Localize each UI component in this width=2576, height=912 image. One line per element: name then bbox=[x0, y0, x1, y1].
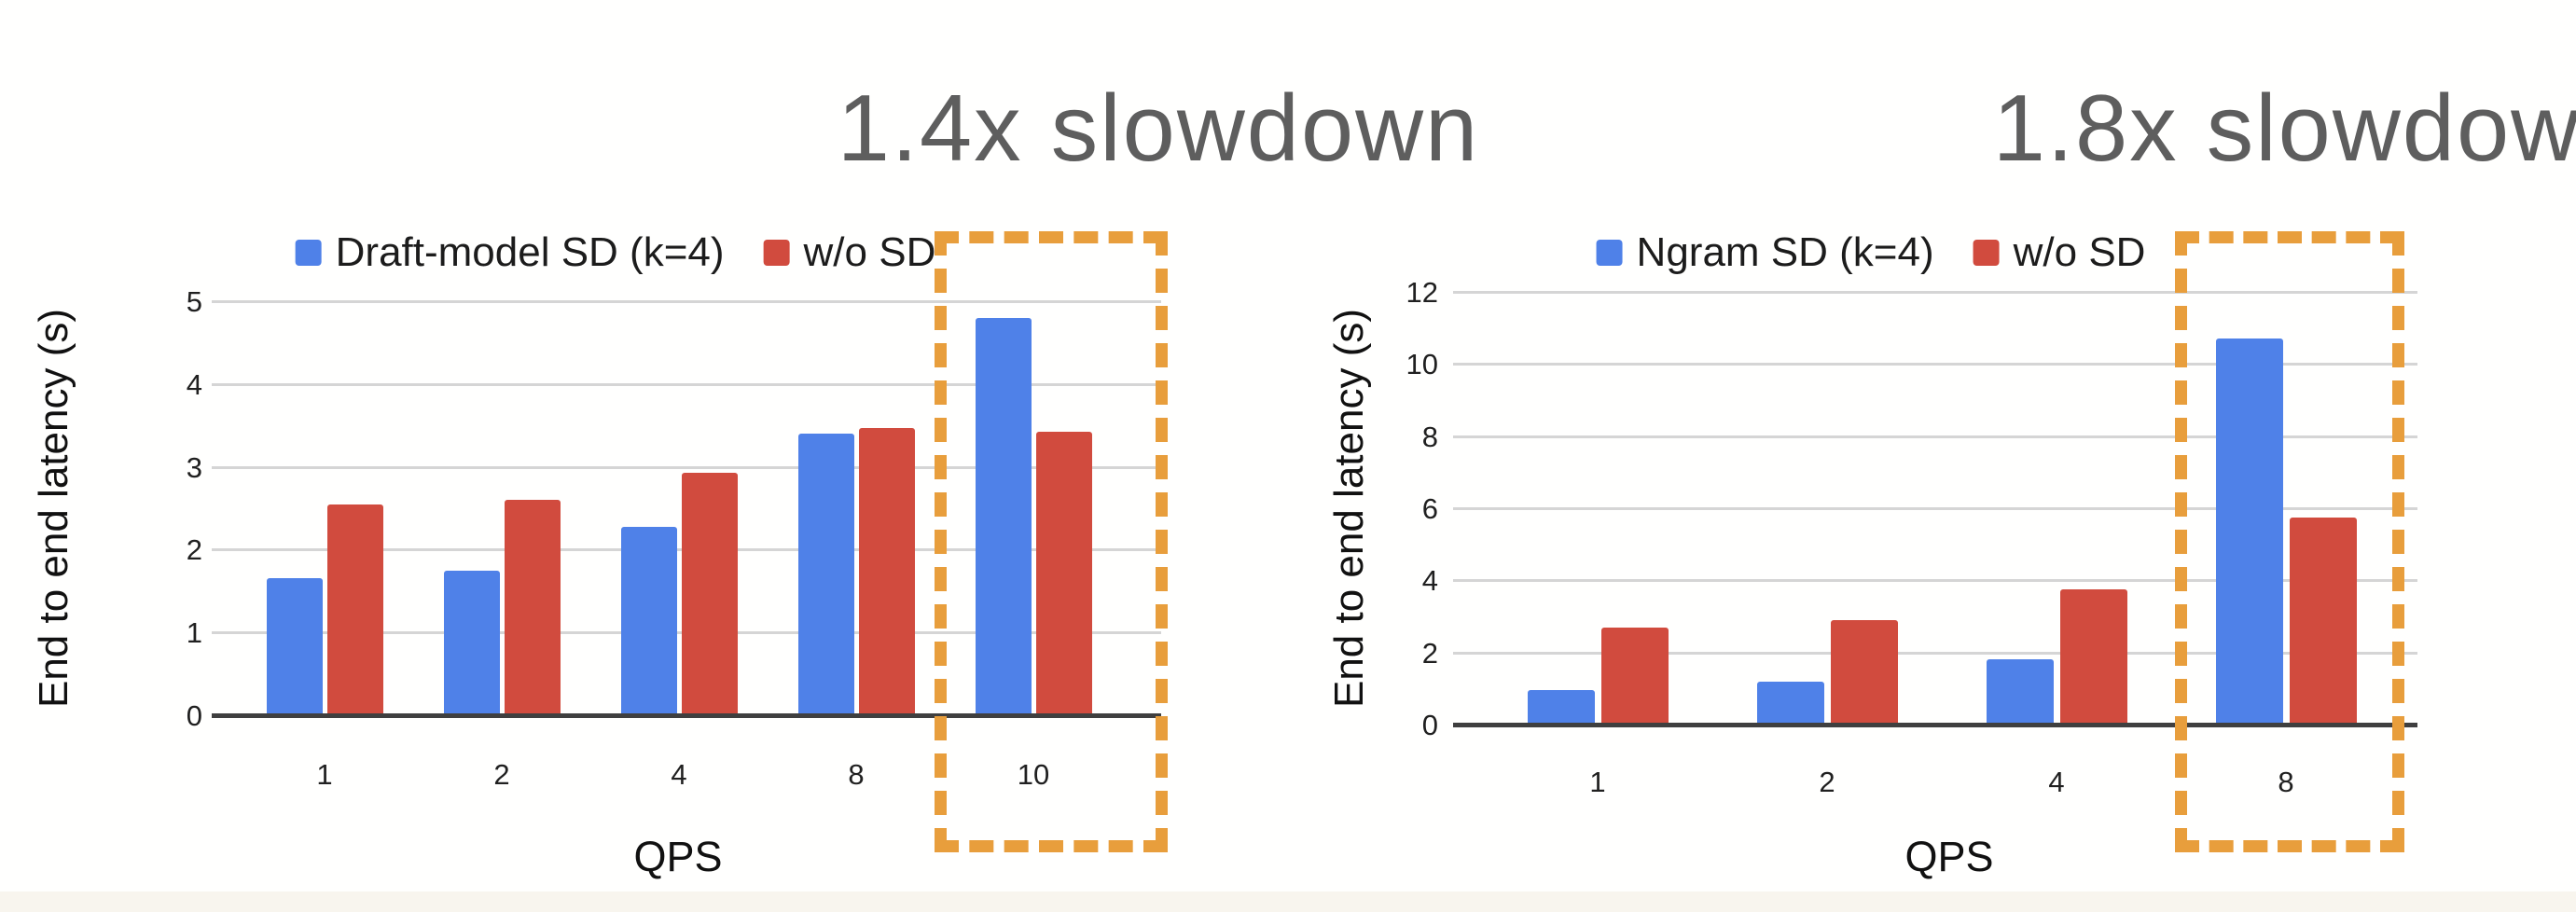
bar-sd bbox=[1986, 659, 2054, 725]
bar-baseline bbox=[681, 472, 738, 715]
gridline bbox=[1453, 363, 2417, 366]
x-category-label: 1 bbox=[316, 758, 333, 791]
x-category-label: 8 bbox=[2278, 766, 2294, 798]
gridline bbox=[212, 382, 1161, 386]
bar-baseline bbox=[1830, 619, 1898, 725]
x-category-label: 10 bbox=[1017, 758, 1050, 791]
y-tick-label: 0 bbox=[1421, 709, 1438, 741]
legend-label: Draft-model SD (k=4) bbox=[335, 229, 725, 275]
legend-swatch bbox=[1596, 240, 1623, 266]
bar-baseline bbox=[326, 504, 383, 715]
bar-sd bbox=[1527, 690, 1595, 725]
gridline bbox=[1453, 435, 2417, 438]
y-tick-label: 12 bbox=[1406, 276, 1438, 309]
legend-item: w/o SD bbox=[1973, 229, 2146, 276]
x-axis-title: QPS bbox=[633, 833, 723, 880]
x-category-label: 8 bbox=[848, 758, 865, 791]
gridline bbox=[1453, 579, 2417, 583]
y-tick-label: 10 bbox=[1406, 348, 1438, 381]
y-tick-label: 6 bbox=[1421, 492, 1438, 525]
x-category-label: 2 bbox=[1819, 766, 1835, 798]
legend-swatch bbox=[763, 240, 790, 266]
legend-label: w/o SD bbox=[2013, 229, 2146, 275]
legend-item: Ngram SD (k=4) bbox=[1596, 229, 1934, 276]
legend-item: Draft-model SD (k=4) bbox=[295, 229, 725, 276]
legend-label: w/o SD bbox=[803, 229, 936, 275]
slowdown-annotation: 1.8x slowdown bbox=[1992, 76, 2576, 181]
x-category-label: 1 bbox=[1589, 766, 1606, 798]
bar-baseline bbox=[858, 427, 915, 715]
x-category-label: 4 bbox=[671, 758, 687, 791]
y-tick-label: 0 bbox=[186, 699, 202, 732]
gridline bbox=[1453, 651, 2417, 655]
slide-bottom-strip bbox=[0, 891, 2576, 912]
bar-baseline bbox=[2289, 517, 2357, 725]
bar-sd bbox=[1756, 681, 1824, 725]
y-tick-label: 5 bbox=[186, 285, 202, 318]
y-tick-label: 3 bbox=[186, 450, 202, 484]
x-category-label: 2 bbox=[493, 758, 510, 791]
y-tick-label: 2 bbox=[186, 533, 202, 567]
y-tick-label: 2 bbox=[1421, 636, 1438, 670]
legend: Ngram SD (k=4) w/o SD bbox=[1596, 229, 2146, 276]
legend-label: Ngram SD (k=4) bbox=[1636, 229, 1934, 275]
gridline bbox=[212, 300, 1161, 303]
y-tick-label: 1 bbox=[186, 616, 202, 650]
y-tick-label: 4 bbox=[186, 367, 202, 401]
bar-baseline bbox=[1600, 627, 1669, 725]
highlight-dashed-box bbox=[935, 231, 1168, 852]
gridline bbox=[1453, 507, 2417, 510]
bar-sd bbox=[266, 578, 323, 715]
x-category-label: 4 bbox=[2048, 766, 2065, 798]
x-axis-line bbox=[212, 713, 1161, 718]
slowdown-annotation: 1.4x slowdown bbox=[837, 76, 1480, 181]
bar-baseline bbox=[2059, 589, 2127, 725]
gridline bbox=[1453, 291, 2417, 294]
highlight-dashed-box bbox=[2175, 231, 2404, 852]
bar-sd bbox=[443, 570, 500, 715]
bar-sd bbox=[975, 317, 1032, 715]
x-axis-title: QPS bbox=[1904, 833, 1994, 880]
bar-baseline bbox=[504, 500, 561, 715]
x-axis-line bbox=[1453, 723, 2417, 727]
y-tick-label: 8 bbox=[1421, 420, 1438, 453]
gridline bbox=[212, 465, 1161, 469]
legend-swatch bbox=[295, 240, 322, 266]
bar-baseline bbox=[1035, 432, 1092, 715]
bar-sd bbox=[620, 527, 677, 715]
legend-swatch bbox=[1973, 240, 2000, 266]
legend: Draft-model SD (k=4) w/o SD bbox=[295, 229, 936, 276]
bar-sd bbox=[797, 434, 854, 715]
bar-sd bbox=[2215, 339, 2283, 725]
legend-item: w/o SD bbox=[763, 229, 936, 276]
y-tick-label: 4 bbox=[1421, 564, 1438, 598]
